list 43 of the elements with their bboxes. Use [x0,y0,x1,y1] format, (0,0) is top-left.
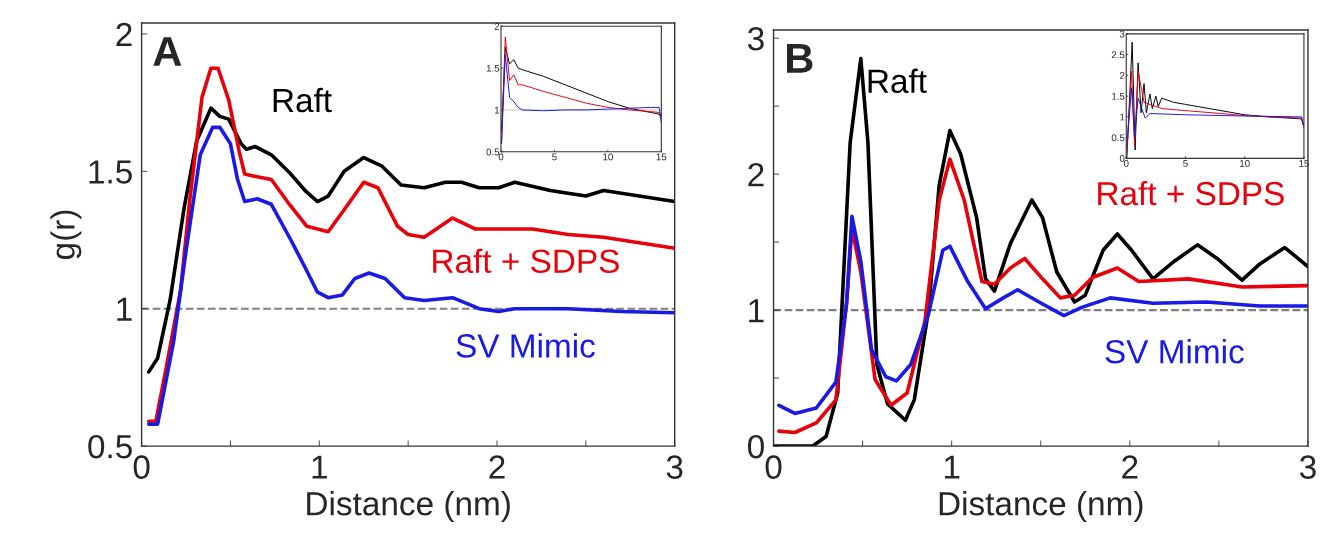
x-tick-label: 0 [133,455,150,479]
series-label: SV Mimic [456,333,595,358]
y-tick-label: 1.5 [1112,92,1125,100]
chart-title: B [787,44,813,73]
line-series [777,214,1308,416]
x-tick-label: 3 [666,455,683,479]
y-tick-label: 2 [494,22,500,30]
y-tick-label: 1 [117,297,132,321]
y-tick-label: 3 [747,26,764,51]
line-series [146,125,675,426]
x-tick-label: 5 [552,153,557,161]
y-tick-label: 2 [116,22,132,46]
x-axis-title: Distance (nm) [307,491,510,523]
y-axis-title: g(r) [50,210,82,260]
x-tick-label: 15 [656,153,667,161]
y-tick-label: 0 [747,434,764,459]
x-tick-label: 10 [603,153,613,161]
y-tick-label: 1 [1120,113,1125,121]
series-label: SV Mimic [1105,339,1244,364]
y-tick-label: 0.5 [1111,134,1125,142]
y-tick-label: 1 [494,106,500,114]
x-tick-label: 3 [1299,455,1316,479]
x-tick-label: 5 [1183,160,1188,167]
x-tick-label: 1 [944,455,960,479]
line-series [146,66,675,424]
series-label: Raft [273,87,332,113]
y-tick-label: 1 [749,299,764,323]
y-tick-label: 0.5 [486,148,500,156]
series-label: Raft [868,68,927,94]
x-axis-title: Distance (nm) [939,491,1143,523]
y-tick-label: 1.5 [486,64,500,72]
y-tick-label: 2 [1119,72,1125,79]
line-series [1126,87,1304,147]
y-tick-label: 0.5 [88,434,132,459]
y-tick-label: 3 [1119,30,1125,38]
series-label: Raft + SDPS [1098,180,1284,206]
x-tick-label: 10 [1240,159,1250,167]
series-label: Raft + SDPS [433,248,619,274]
y-tick-label: 2.5 [1111,51,1125,59]
y-tick-label: 1.5 [89,160,132,184]
x-tick-label: 0 [765,455,782,479]
x-tick-label: 1 [312,455,327,479]
chart-title: A [153,37,182,66]
